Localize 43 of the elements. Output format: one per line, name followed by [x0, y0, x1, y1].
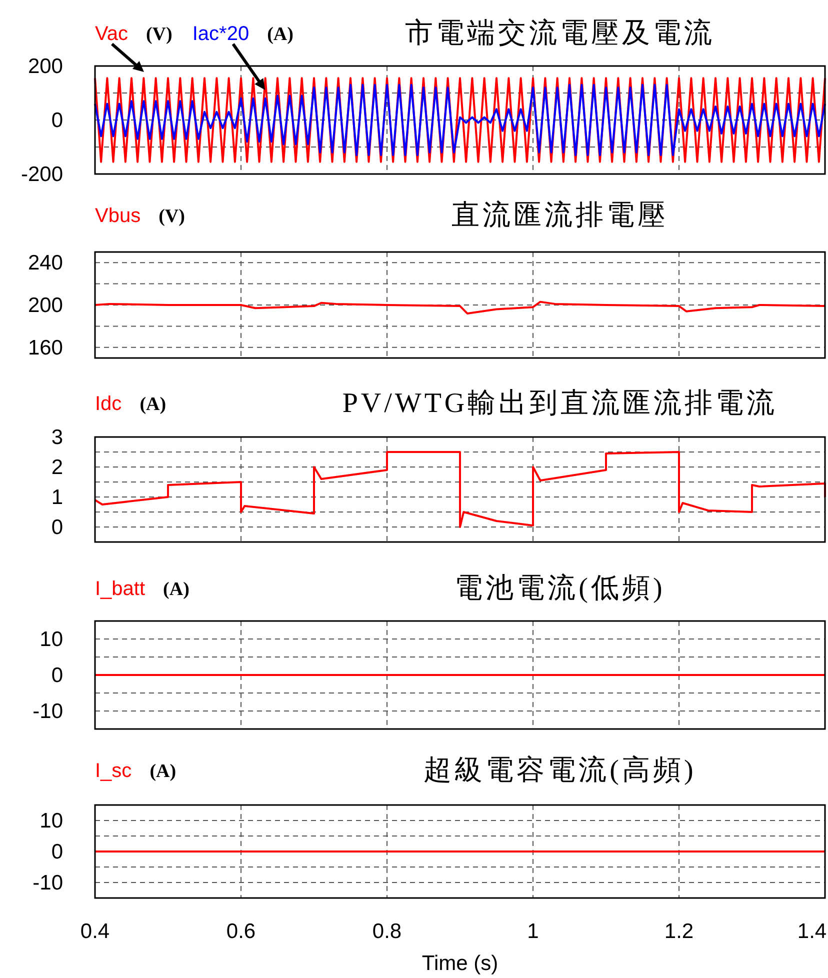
- chart-title: 市電端交流電壓及電流: [405, 18, 715, 49]
- y-tick-label: -10: [32, 700, 63, 723]
- y-tick-label: 200: [28, 55, 63, 78]
- series-label: Vac: [95, 23, 128, 45]
- y-tick-label: 0: [51, 109, 63, 132]
- y-tick-label: 10: [40, 628, 63, 651]
- chart-title: 直流匯流排電壓: [452, 200, 668, 231]
- text: (A): [140, 394, 166, 415]
- y-tick-label: 0: [51, 516, 63, 539]
- y-tick-label: 3: [51, 426, 63, 449]
- x-axis-title: Time (s): [422, 952, 498, 975]
- y-tick-label: -200: [20, 163, 63, 186]
- text: (A): [267, 24, 294, 45]
- y-tick-label: 200: [28, 294, 63, 317]
- y-tick-label: -10: [32, 872, 63, 894]
- chart-title: 超級電容電流(高頻): [424, 755, 696, 786]
- text: (A): [150, 761, 176, 782]
- y-tick-label: 10: [40, 810, 63, 832]
- text: Iac*20: [192, 23, 250, 45]
- x-tick-label: 0.8: [372, 920, 402, 943]
- text: Vbus: [95, 205, 141, 227]
- line-series: [94, 451, 826, 528]
- y-tick-label: 0: [51, 664, 63, 687]
- x-tick-label: 1.4: [797, 920, 827, 943]
- text: (V): [146, 24, 172, 45]
- x-tick-label: 0.6: [226, 920, 256, 943]
- y-tick-label: 0: [51, 840, 63, 864]
- text: Idc: [95, 393, 122, 415]
- y-tick-label: 240: [28, 252, 63, 275]
- text: I_batt: [95, 578, 146, 600]
- text: I_sc: [95, 760, 132, 782]
- chart-title: 電池電流(低頻): [454, 573, 666, 604]
- x-tick-label: 0.4: [80, 920, 110, 943]
- y-tick-label: 1: [51, 486, 63, 509]
- text: (V): [158, 206, 185, 227]
- x-tick-label: 1: [527, 920, 539, 943]
- text: (A): [163, 579, 190, 600]
- y-tick-label: 160: [28, 336, 63, 360]
- line-series: [94, 300, 826, 314]
- y-tick-label: 2: [51, 456, 63, 479]
- chart-title: PV/WTG輸出到直流匯流排電流: [342, 388, 778, 419]
- line-series: [94, 84, 826, 156]
- x-tick-label: 1.2: [664, 920, 694, 943]
